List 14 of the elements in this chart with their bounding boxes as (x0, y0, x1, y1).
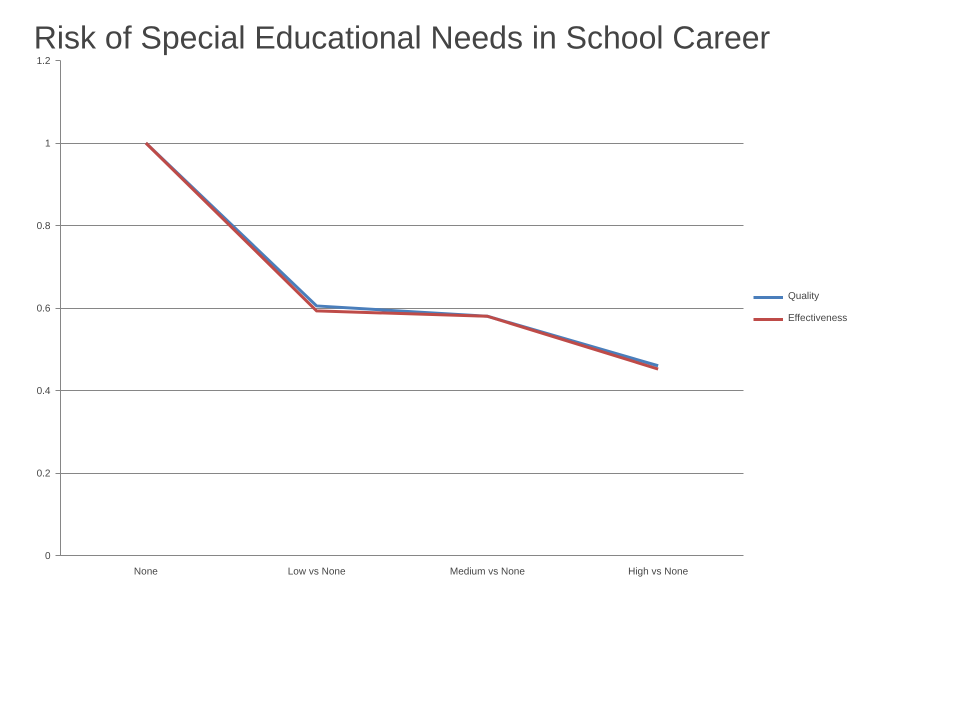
y-tick-label: 0.4 (36, 386, 51, 397)
chart-title: Risk of Special Educational Needs in School Career (34, 20, 771, 56)
y-tick-label: 1 (44, 138, 51, 150)
legend-label: Quality (788, 291, 820, 302)
x-tick-label: High vs None (628, 566, 689, 578)
x-tick-label: Low vs None (288, 566, 346, 578)
y-tick-label: 0 (44, 551, 51, 562)
x-tick-label: Medium vs None (450, 566, 526, 578)
y-tick-label: 0.2 (36, 468, 51, 480)
y-tick-label: 1.2 (36, 56, 51, 67)
x-tick-label: None (134, 566, 158, 578)
y-tick-label: 0.6 (36, 304, 51, 314)
y-tick-label: 0.8 (36, 221, 51, 232)
legend-label: Effectiveness (788, 313, 848, 324)
